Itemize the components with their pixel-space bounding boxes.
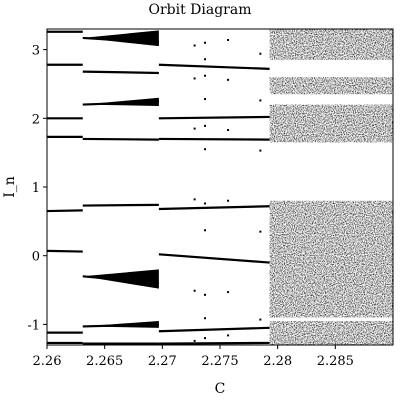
window-point-7 [204,58,207,61]
orbit-branch-11 [82,137,159,141]
orbit-branch-8 [82,36,159,44]
window-point-25 [259,149,262,152]
window-point-8 [204,74,207,77]
window-point-27 [259,318,262,321]
window-point-0 [193,44,196,47]
y-axis-ticks: -1 0 1 2 3 [27,44,47,333]
x-tick-label-0: 2.26 [33,354,62,369]
y-tick-label-3: 2 [32,112,40,127]
window-point-17 [227,38,230,41]
y-axis-label: I_n [2,176,18,198]
y-tick-label-4: 3 [32,44,40,59]
x-axis-label: C [215,381,226,397]
plot-area [47,29,393,345]
window-point-2 [193,127,196,130]
window-point-22 [227,334,230,337]
window-point-6 [204,41,207,44]
window-point-18 [227,78,230,81]
orbit-branch-5 [47,249,83,253]
x-tick-label-5: 2.285 [317,354,354,369]
window-point-15 [204,317,207,320]
y-tick-label-0: -1 [27,318,40,333]
window-point-19 [227,128,230,131]
orbit-branch-18 [158,137,270,141]
window-point-12 [204,202,207,205]
chaotic-band-3 [269,200,393,318]
window-point-21 [227,291,230,294]
window-point-9 [204,98,207,101]
chaotic-band-1 [269,77,393,95]
orbit-branch-17 [158,115,270,120]
y-tick-label-1: 0 [32,250,40,265]
x-axis-ticks: 2.26 2.265 2.27 2.275 2.28 2.285 [33,345,354,369]
chaotic-region [269,29,393,345]
window-point-23 [259,52,262,55]
window-point-5 [193,339,196,342]
orbit-branch-20 [158,253,270,264]
window-point-20 [227,199,230,202]
window-point-1 [193,77,196,80]
orbit-branch-22 [158,341,270,345]
y-tick-label-2: 1 [32,181,40,196]
chart-title: Orbit Diagram [148,2,251,18]
orbit-branch-9 [82,70,159,75]
window-point-14 [204,293,207,296]
orbit-branch-21 [158,326,270,333]
window-point-24 [259,99,262,102]
window-point-26 [259,230,262,233]
window-point-10 [204,124,207,127]
chaotic-band-4 [269,320,393,345]
periodic-window-points [193,38,262,342]
x-tick-label-2: 2.27 [148,354,177,369]
orbit-branch-4 [47,209,83,213]
window-point-11 [204,148,207,151]
window-point-3 [193,198,196,201]
orbit-branch-13 [82,275,159,285]
orbit-branches [47,30,270,345]
chaotic-band-2 [269,104,393,143]
x-tick-label-1: 2.265 [86,354,123,369]
x-tick-label-3: 2.275 [201,354,238,369]
x-tick-label-4: 2.28 [263,354,292,369]
orbit-branch-12 [82,203,159,207]
chaotic-band-0 [269,29,393,60]
orbit-branch-14 [82,323,159,328]
window-point-13 [204,229,207,232]
window-point-16 [204,337,207,340]
window-point-4 [193,289,196,292]
orbit-branch-16 [158,63,270,70]
orbit-branch-19 [158,205,270,211]
orbit-branch-10 [82,100,159,106]
